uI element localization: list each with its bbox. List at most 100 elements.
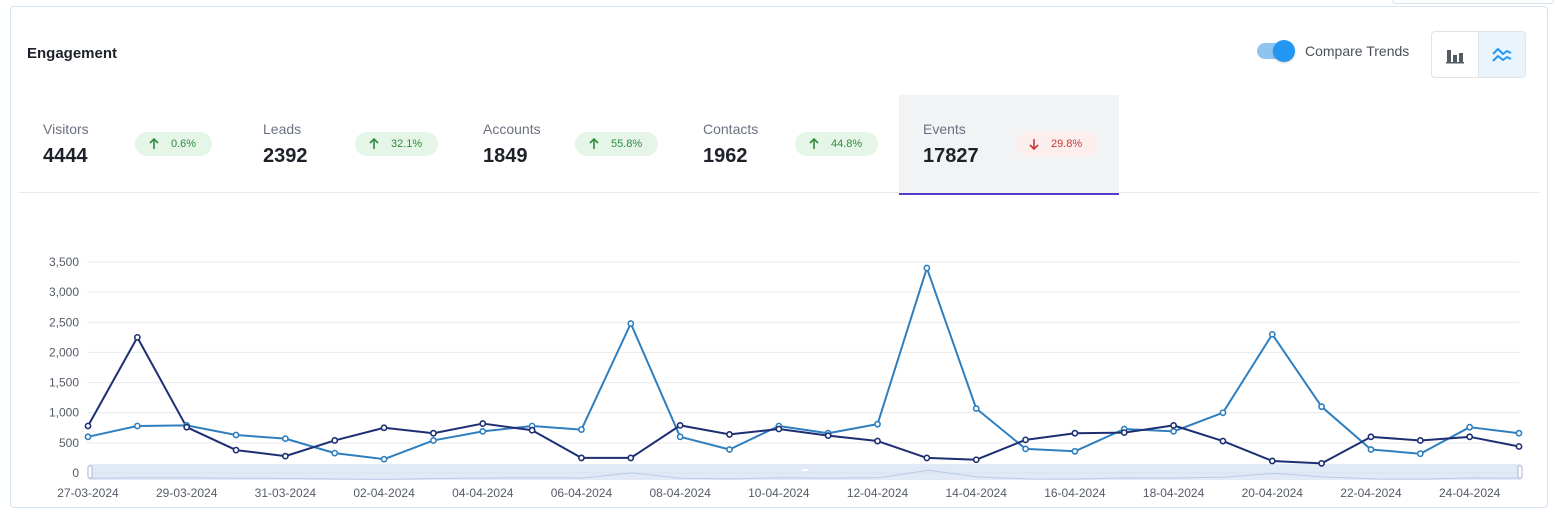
data-point-series-2 bbox=[1022, 436, 1029, 444]
data-point-series-1 bbox=[676, 433, 684, 441]
zoom-slider-track bbox=[89, 464, 1521, 480]
data-point-series-1 bbox=[1367, 446, 1375, 453]
metric-value: 4444 bbox=[43, 145, 88, 167]
data-point-series-1 bbox=[281, 435, 289, 443]
metric-tab-visitors[interactable]: Visitors 4444 0.6% bbox=[19, 95, 239, 194]
metric-label: Contacts bbox=[703, 121, 759, 137]
change-badge: 55.8% bbox=[575, 132, 659, 156]
data-point-series-1 bbox=[479, 428, 487, 435]
data-point-series-1 bbox=[1318, 403, 1326, 411]
engagement-card: Engagement Compare Trends Visitors 4 bbox=[10, 6, 1548, 508]
change-badge: 29.8% bbox=[1015, 132, 1099, 156]
data-point-series-1 bbox=[726, 446, 733, 453]
metric-value: 17827 bbox=[923, 145, 979, 167]
x-tick-label: 27-03-2024 bbox=[57, 486, 119, 500]
change-value: 32.1% bbox=[391, 138, 423, 150]
data-point-series-2 bbox=[824, 432, 832, 440]
data-point-series-1 bbox=[1268, 330, 1276, 338]
metric-value: 2392 bbox=[263, 145, 308, 167]
data-point-series-2 bbox=[84, 422, 92, 430]
y-tick-label: 1,500 bbox=[49, 376, 79, 390]
x-tick-label: 29-03-2024 bbox=[156, 486, 218, 500]
metric-tab-leads[interactable]: Leads 2392 32.1% bbox=[239, 95, 459, 194]
data-point-series-2 bbox=[479, 420, 487, 427]
metric-tab-contacts[interactable]: Contacts 1962 44.8% bbox=[679, 95, 899, 194]
zoom-handle-left bbox=[87, 465, 93, 479]
data-point-series-1 bbox=[972, 405, 980, 412]
x-tick-label: 22-04-2024 bbox=[1340, 486, 1402, 500]
data-point-series-1 bbox=[627, 320, 635, 327]
toggle-knob bbox=[1273, 40, 1295, 62]
data-point-series-1 bbox=[1170, 428, 1177, 435]
change-badge: 44.8% bbox=[795, 132, 879, 156]
compare-trends-label: Compare Trends bbox=[1305, 43, 1410, 59]
bar-chart-icon bbox=[1446, 49, 1464, 63]
metric-value: 1849 bbox=[483, 145, 528, 167]
metric-tab-events[interactable]: Events 17827 29.8% bbox=[899, 95, 1119, 195]
metric-value: 1962 bbox=[703, 145, 748, 167]
x-tick-label: 18-04-2024 bbox=[1143, 486, 1205, 500]
data-point-series-2 bbox=[430, 429, 437, 437]
data-point-series-1 bbox=[923, 264, 931, 272]
y-tick-label: 2,500 bbox=[49, 315, 79, 329]
x-tick-label: 24-04-2024 bbox=[1439, 486, 1501, 500]
x-tick-label: 12-04-2024 bbox=[847, 486, 909, 500]
y-tick-label: 3,500 bbox=[49, 255, 79, 269]
zoom-handle-right bbox=[1517, 465, 1523, 479]
series-line-1 bbox=[87, 267, 1520, 461]
data-point-series-2 bbox=[183, 423, 191, 431]
y-tick-label: 3,000 bbox=[49, 285, 79, 299]
x-tick-label: 04-04-2024 bbox=[452, 486, 514, 500]
change-value: 44.8% bbox=[831, 138, 863, 150]
data-point-series-1 bbox=[874, 420, 881, 428]
arrow-up-icon bbox=[369, 138, 379, 149]
data-point-series-2 bbox=[133, 333, 141, 341]
change-value: 55.8% bbox=[611, 138, 643, 150]
engagement-line-chart: 0 500 1,000 1,500 2,000 2,500 3,000 3,500 27-03-… bbox=[49, 255, 1523, 500]
data-point-series-1 bbox=[1219, 409, 1227, 417]
data-point-series-2 bbox=[1466, 433, 1474, 441]
series-line-2 bbox=[87, 336, 1520, 465]
x-tick-label: 16-04-2024 bbox=[1044, 486, 1106, 500]
data-point-series-2 bbox=[627, 454, 635, 462]
compare-trends-control[interactable]: Compare Trends bbox=[1257, 40, 1409, 62]
data-point-series-2 bbox=[726, 431, 733, 438]
y-tick-label: 0 bbox=[72, 466, 79, 480]
data-point-series-2 bbox=[1071, 429, 1079, 437]
data-point-series-2 bbox=[676, 421, 684, 429]
data-point-series-1 bbox=[232, 431, 240, 439]
data-point-series-2 bbox=[578, 454, 585, 462]
card-title: Engagement bbox=[27, 45, 118, 62]
data-point-series-2 bbox=[528, 426, 536, 434]
data-point-series-2 bbox=[331, 437, 339, 444]
metric-tabs-divider bbox=[19, 192, 1539, 193]
x-tick-label: 14-04-2024 bbox=[946, 486, 1008, 500]
data-point-series-2 bbox=[923, 454, 931, 462]
metric-label: Visitors bbox=[43, 121, 89, 137]
metric-label: Accounts bbox=[483, 121, 541, 137]
chart-view-switcher bbox=[1431, 31, 1526, 78]
data-point-series-2 bbox=[1268, 457, 1276, 465]
y-tick-label: 500 bbox=[59, 436, 79, 450]
change-badge: 0.6% bbox=[135, 132, 213, 156]
change-value: 0.6% bbox=[171, 138, 197, 150]
line-view-button[interactable] bbox=[1478, 32, 1525, 77]
data-point-series-1 bbox=[578, 426, 585, 433]
zoom-grip bbox=[802, 469, 808, 471]
x-tick-label: 31-03-2024 bbox=[255, 486, 317, 500]
data-point-series-2 bbox=[1219, 437, 1227, 445]
compare-trends-toggle[interactable] bbox=[1257, 40, 1295, 62]
data-point-series-1 bbox=[1515, 429, 1523, 437]
bar-view-button[interactable] bbox=[1432, 32, 1478, 77]
data-point-series-2 bbox=[1515, 443, 1523, 450]
data-point-series-2 bbox=[1170, 421, 1177, 429]
x-tick-label: 20-04-2024 bbox=[1242, 486, 1304, 500]
data-point-series-2 bbox=[1318, 459, 1326, 467]
arrow-up-icon bbox=[149, 138, 159, 149]
data-point-series-2 bbox=[1367, 433, 1375, 441]
metric-label: Events bbox=[923, 121, 966, 137]
x-tick-label: 06-04-2024 bbox=[551, 486, 613, 500]
metric-tab-accounts[interactable]: Accounts 1849 55.8% bbox=[459, 95, 679, 194]
data-point-series-1 bbox=[430, 437, 437, 444]
data-point-series-1 bbox=[1071, 447, 1079, 455]
